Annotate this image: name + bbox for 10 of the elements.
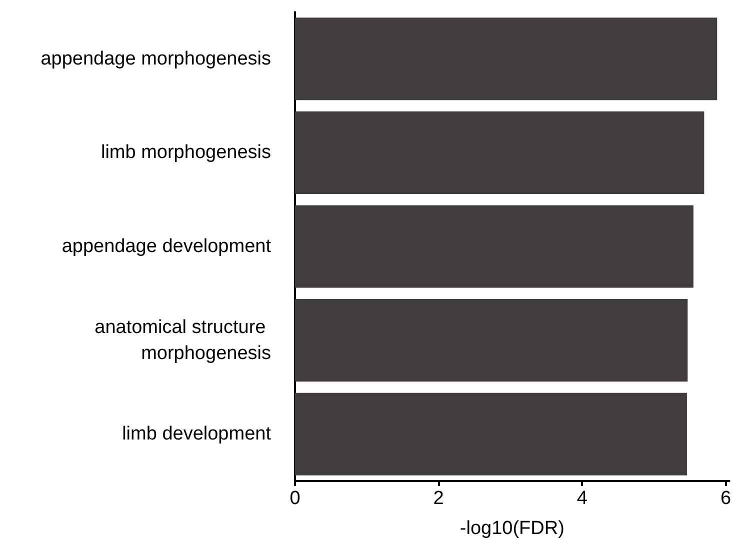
y-tick-label: limb morphogenesis	[100, 142, 271, 164]
x-tick-label: 6	[720, 488, 732, 509]
y-tick-label: appendage morphogenesis	[40, 48, 271, 70]
y-tick-label: anatomical structure morphogenesis	[94, 316, 271, 364]
x-tick-label: 4	[576, 488, 588, 509]
y-tick-label: limb development	[122, 424, 272, 445]
x-tick-label: 2	[433, 488, 444, 509]
y-tick-label: appendage development	[62, 236, 272, 257]
x-axis-title: -log10(FDR)	[460, 518, 564, 539]
x-tick-label: 0	[290, 488, 300, 509]
